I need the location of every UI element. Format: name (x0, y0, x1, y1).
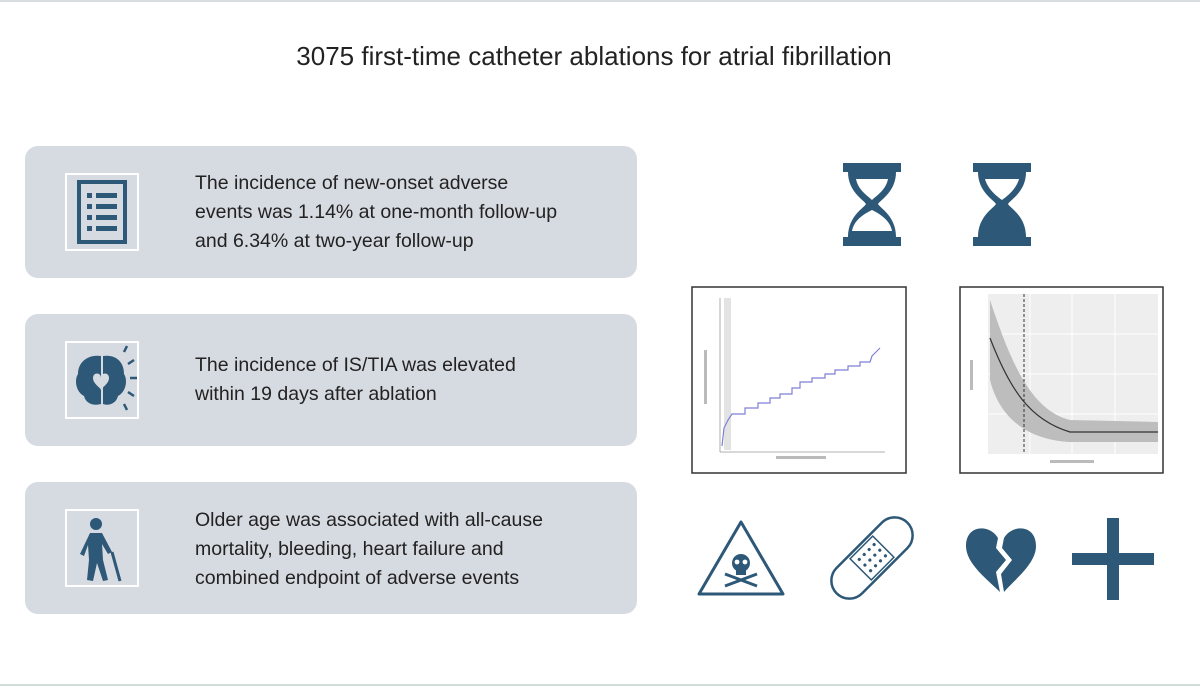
brain-icon (76, 345, 137, 411)
icon-frame (65, 341, 139, 419)
title: 3075 first-time catheter ablations for a… (296, 41, 891, 71)
card-text: within 19 days after ablation (194, 383, 437, 405)
card-text: The incidence of IS/TIA was elevated (195, 354, 516, 376)
card-text: combined endpoint of adverse events (195, 567, 519, 589)
card-bg (25, 482, 637, 614)
hazard-thumbnail (959, 286, 1164, 474)
card-text: events was 1.14% at one-month follow-up (195, 201, 557, 223)
plus-icon (1072, 518, 1154, 600)
bandage-icon (830, 516, 914, 600)
elderly-icon (80, 518, 122, 582)
card-bg (25, 146, 637, 278)
icon-frame (65, 173, 139, 251)
card-text: and 6.34% at two-year follow-up (195, 230, 474, 252)
card: Older age was associated with all-cause … (25, 482, 637, 614)
card-text: mortality, bleeding, heart failure and (195, 538, 504, 560)
icon-frame (65, 509, 139, 587)
broken-heart-icon (966, 528, 1036, 592)
hourglass-icon (973, 163, 1031, 246)
cumulative-incidence-thumbnail (691, 286, 907, 474)
checklist-icon (77, 180, 127, 244)
card-text: The incidence of new-onset adverse (195, 172, 508, 194)
card: The incidence of new-onset adverse event… (25, 146, 637, 278)
card: The incidence of IS/TIA was elevated wit… (25, 314, 637, 446)
card-text: Older age was associated with all-cause (195, 509, 543, 531)
hourglass-icon (843, 163, 901, 246)
toxic-warning-icon (697, 520, 785, 596)
card-bg (25, 314, 637, 446)
